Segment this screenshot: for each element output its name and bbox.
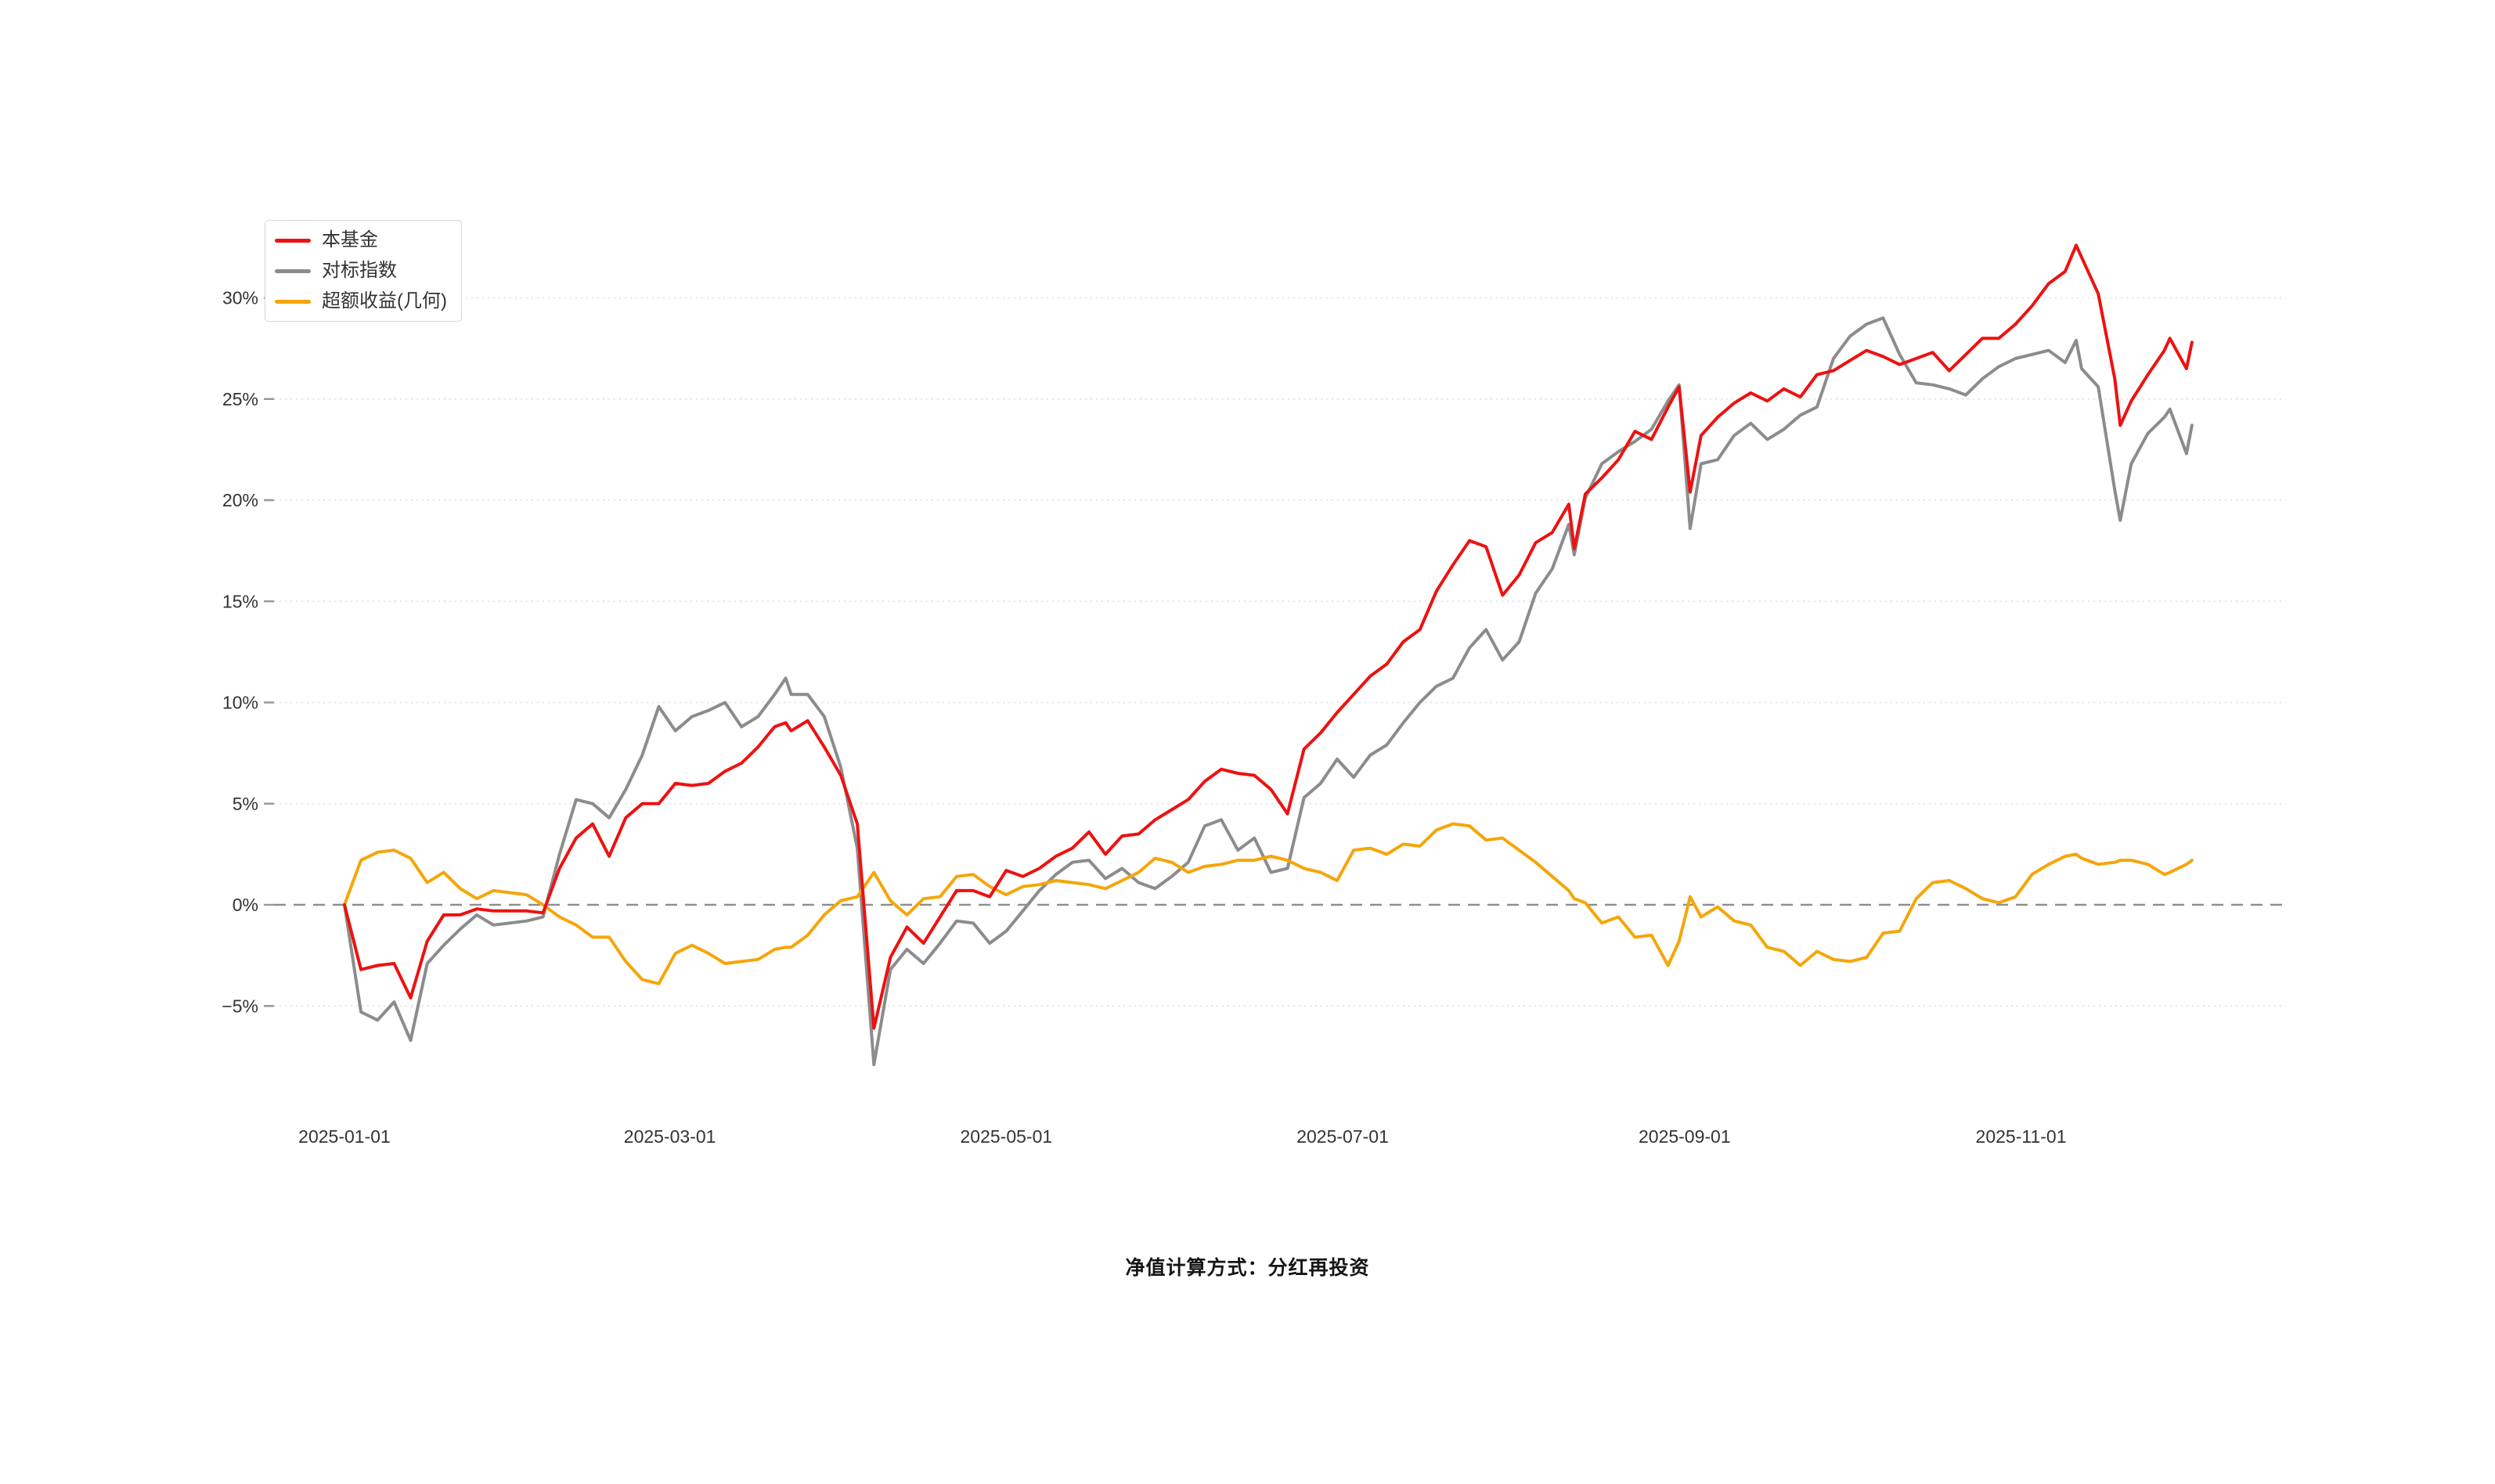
benchmark-line bbox=[343, 316, 2194, 1067]
y-tick-label: 25% bbox=[222, 389, 258, 409]
fund-line-swatch bbox=[275, 238, 311, 243]
excess-return-line bbox=[343, 822, 2194, 985]
x-tick-label: 2025-03-01 bbox=[624, 1126, 716, 1147]
x-tick-label: 2025-01-01 bbox=[298, 1126, 391, 1147]
legend: 本基金 对标指数 超额收益(几何) bbox=[265, 220, 462, 322]
fund-line bbox=[343, 243, 2194, 1030]
x-tick-label: 2025-09-01 bbox=[1639, 1126, 1731, 1147]
legend-item-fund: 本基金 bbox=[275, 229, 452, 252]
y-tick-label: 0% bbox=[233, 895, 258, 915]
legend-item-excess: 超额收益(几何) bbox=[275, 290, 452, 313]
nav-calculation-note: 净值计算方式：分红再投资 bbox=[1125, 1257, 1370, 1279]
x-tick-label: 2025-07-01 bbox=[1296, 1126, 1389, 1147]
y-tick-label: 10% bbox=[222, 693, 258, 713]
excess-line-swatch bbox=[275, 299, 311, 304]
legend-label-excess: 超额收益(几何) bbox=[322, 290, 447, 312]
x-tick-label: 2025-05-01 bbox=[961, 1126, 1053, 1147]
x-tick-label: 2025-11-01 bbox=[1976, 1126, 2067, 1147]
benchmark-line-swatch bbox=[275, 268, 311, 273]
legend-item-benchmark: 对标指数 bbox=[275, 259, 452, 283]
y-tick-label: 15% bbox=[222, 591, 258, 611]
y-tick-label: 30% bbox=[222, 288, 258, 308]
y-tick-label: 5% bbox=[233, 794, 258, 814]
y-tick-label: −5% bbox=[222, 996, 258, 1016]
y-tick-label: 20% bbox=[222, 490, 258, 510]
legend-label-benchmark: 对标指数 bbox=[322, 260, 397, 281]
legend-label-fund: 本基金 bbox=[322, 229, 378, 250]
